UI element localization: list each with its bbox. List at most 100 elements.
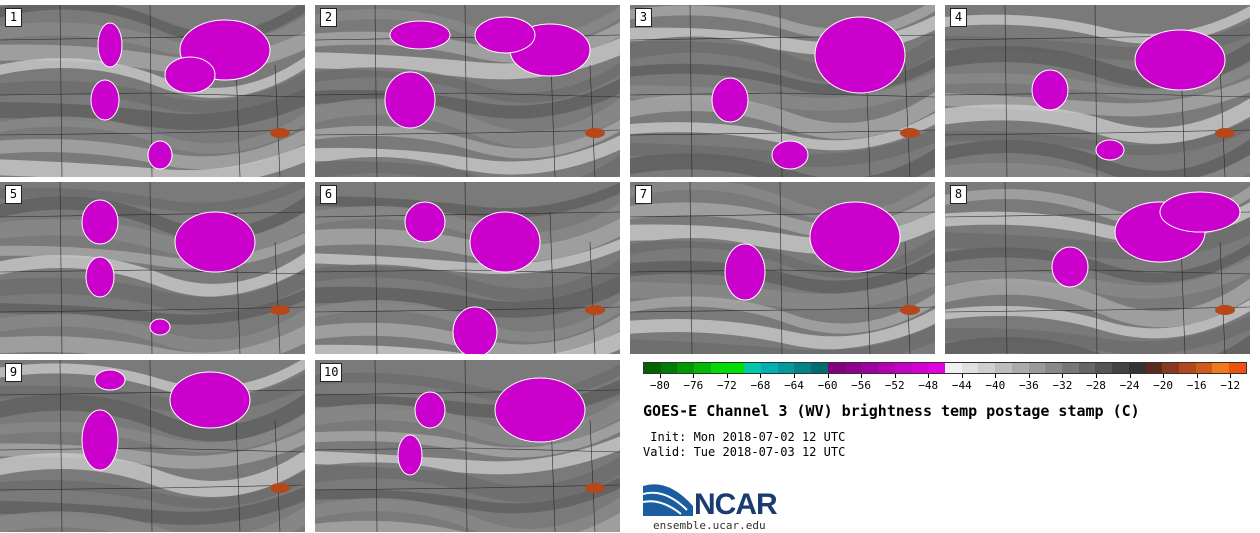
colorbar-segment <box>1095 363 1113 373</box>
map-panel-2: 2 <box>315 5 620 177</box>
panel-number-label: 7 <box>635 185 652 204</box>
colorbar-tick <box>1196 374 1198 378</box>
cold-cloud-region <box>474 16 536 54</box>
valid-time: Valid: Tue 2018-07-03 12 UTC <box>643 445 846 459</box>
water-vapor-map <box>315 5 620 177</box>
colorbar-tick-label: −72 <box>716 379 737 392</box>
cold-cloud-region <box>169 371 251 429</box>
colorbar-tick-label: −76 <box>683 379 704 392</box>
colorbar-segment <box>1179 363 1196 373</box>
cold-cloud-region <box>389 20 451 50</box>
colorbar-segment <box>911 363 929 373</box>
cold-cloud-region <box>414 391 446 429</box>
colorbar-ticks: −80 −76 −72 −68 −64 −60 −56 −52 −48 −44 −40 −36 −32−… <box>643 374 1247 394</box>
colorbar-tick <box>1129 374 1131 378</box>
colorbar-segment <box>744 363 762 373</box>
cold-cloud-region <box>1134 29 1226 91</box>
init-time: Init: Mon 2018-07-02 12 UTC <box>643 430 846 444</box>
colorbar-segment <box>978 363 996 373</box>
cold-cloud-region <box>711 77 749 123</box>
colorbar-segment <box>1229 363 1246 373</box>
colorbar-tick-label: −20 <box>1153 379 1174 392</box>
cold-cloud-region <box>164 56 216 94</box>
warm-region <box>900 305 920 315</box>
colorbar-tick-label: −12 <box>1220 379 1241 392</box>
colorbar-segment <box>928 363 945 373</box>
warm-region <box>1215 128 1235 138</box>
colorbar-tick-label: −36 <box>1018 379 1039 392</box>
panel-number-label: 4 <box>950 8 967 27</box>
colorbar-tick <box>1062 374 1064 378</box>
colorbar-segment <box>1212 363 1230 373</box>
cold-cloud-region <box>81 199 119 245</box>
panel-number-label: 6 <box>320 185 337 204</box>
map-panel-7: 7 <box>630 182 935 354</box>
cold-cloud-region <box>1095 139 1125 161</box>
colorbar <box>643 362 1247 374</box>
logo-url: ensemble.ucar.edu <box>653 519 766 532</box>
warm-region <box>585 128 605 138</box>
water-vapor-map <box>0 5 305 177</box>
colorbar-tick <box>1096 374 1097 378</box>
panel-number-label: 3 <box>635 8 652 27</box>
warm-region <box>270 483 290 493</box>
warm-region <box>585 305 605 315</box>
colorbar-segment <box>878 363 895 373</box>
water-vapor-map <box>945 5 1250 177</box>
map-panel-5: 5 <box>0 182 305 354</box>
colorbar-tick <box>693 374 695 378</box>
warm-region <box>270 128 290 138</box>
colorbar-tick-label: −56 <box>851 379 872 392</box>
water-vapor-map <box>0 182 305 354</box>
colorbar-tick <box>659 374 661 378</box>
colorbar-tick-label: −44 <box>951 379 972 392</box>
panel-number-label: 8 <box>950 185 967 204</box>
colorbar-tick-label: −16 <box>1186 379 1207 392</box>
cold-cloud-region <box>494 377 586 443</box>
cold-cloud-region <box>809 201 901 273</box>
colorbar-tick <box>1230 374 1232 378</box>
cold-cloud-region <box>384 71 436 129</box>
cold-cloud-region <box>452 306 498 354</box>
cold-cloud-region <box>1159 191 1241 233</box>
colorbar-segment <box>694 363 711 373</box>
warm-region <box>1215 305 1235 315</box>
colorbar-tick <box>760 374 762 378</box>
colorbar-segment <box>1045 363 1062 373</box>
water-vapor-map <box>630 182 935 354</box>
colorbar-segment <box>961 363 979 373</box>
colorbar-segment <box>827 363 845 373</box>
cold-cloud-region <box>404 201 446 243</box>
warm-region <box>585 483 605 493</box>
colorbar-tick <box>726 374 728 378</box>
colorbar-tick <box>794 374 795 378</box>
map-panel-6: 6 <box>315 182 620 354</box>
ncar-logo-icon <box>643 484 693 516</box>
colorbar-segment <box>944 363 962 373</box>
colorbar-segment <box>1195 363 1213 373</box>
colorbar-tick <box>961 374 963 378</box>
colorbar-tick <box>827 374 829 378</box>
colorbar-tick <box>1163 374 1165 378</box>
map-panel-3: 3 <box>630 5 935 177</box>
map-panel-8: 8 <box>945 182 1250 354</box>
cold-cloud-region <box>94 369 126 391</box>
warm-region <box>900 128 920 138</box>
panel-number-label: 10 <box>320 363 343 382</box>
colorbar-segment <box>660 363 678 373</box>
cold-cloud-region <box>147 140 173 170</box>
colorbar-segment <box>1028 363 1046 373</box>
colorbar-tick <box>1028 374 1030 378</box>
cold-cloud-region <box>149 318 171 336</box>
colorbar-tick-label: −28 <box>1086 379 1106 392</box>
colorbar-tick-label: −60 <box>817 379 838 392</box>
panel-number-label: 5 <box>5 185 22 204</box>
colorbar-tick-label: −64 <box>784 379 804 392</box>
colorbar-segment <box>861 363 879 373</box>
panel-number-label: 9 <box>5 363 22 382</box>
colorbar-tick <box>995 374 997 378</box>
water-vapor-map <box>630 5 935 177</box>
colorbar-segment <box>794 363 812 373</box>
figure-title: GOES-E Channel 3 (WV) brightness temp po… <box>643 402 1140 420</box>
logo-wordmark: NCAR <box>694 488 778 521</box>
